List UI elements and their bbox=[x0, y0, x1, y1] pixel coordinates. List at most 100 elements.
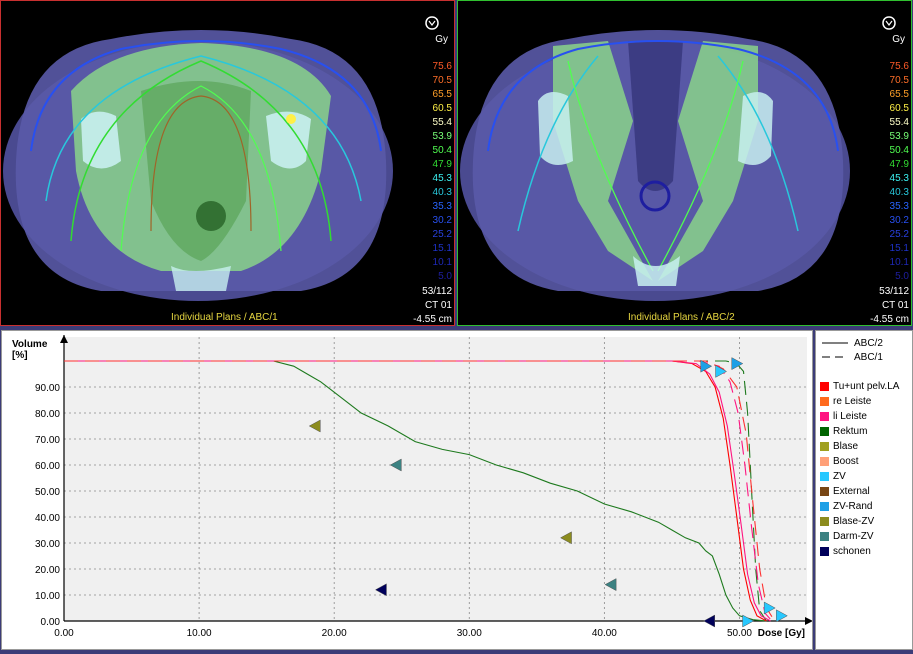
isodose-level: 40.3 bbox=[889, 187, 909, 198]
legend-plan-label: ABC/1 bbox=[854, 351, 883, 363]
isodose-level: 30.2 bbox=[889, 215, 909, 226]
dose-marker bbox=[715, 364, 728, 378]
legend-color-swatch bbox=[820, 532, 829, 541]
isodose-level: 35.3 bbox=[432, 201, 452, 212]
ct-dose-overlay bbox=[460, 30, 850, 301]
legend-structure-label: Darm-ZV bbox=[833, 531, 874, 542]
legend-structure-label: li Leiste bbox=[833, 411, 867, 422]
dose-marker bbox=[703, 614, 715, 628]
legend-plan-entry[interactable]: ABC/1 bbox=[820, 351, 883, 363]
dvh-chart[interactable]: 0.00 10.00 20.00 30.00 40.00 50.00 0.00 10.00 20… bbox=[2, 331, 813, 649]
dvh-curve bbox=[64, 360, 776, 622]
isodose-level: 53.9 bbox=[432, 131, 452, 142]
dose-marker bbox=[731, 357, 744, 371]
legend-structure-entry[interactable]: re Leiste bbox=[820, 395, 871, 408]
isodose-level: 53.9 bbox=[889, 131, 909, 142]
isodose-level: 25.2 bbox=[889, 229, 909, 240]
plan-label: Individual Plans / ABC/1 bbox=[171, 312, 278, 323]
y-tick-label: 40.00 bbox=[35, 513, 60, 524]
patient-orientation-icon[interactable] bbox=[881, 15, 897, 31]
isodose-level: 35.3 bbox=[889, 201, 909, 212]
isodose-level: 50.4 bbox=[889, 145, 909, 156]
legend-structure-label: re Leiste bbox=[833, 396, 872, 407]
slice-position: -4.55 cm bbox=[413, 314, 452, 325]
legend-plan-entry[interactable]: ABC/2 bbox=[820, 337, 883, 349]
x-axis-arrow bbox=[805, 617, 813, 625]
legend-color-swatch bbox=[820, 472, 829, 481]
isodose-level: 15.1 bbox=[889, 243, 909, 254]
isodose-level: 5.0 bbox=[895, 271, 909, 282]
legend-structure-entry[interactable]: External bbox=[820, 485, 870, 498]
x-axis-label: Dose [Gy] bbox=[758, 628, 805, 639]
y-tick-label: 70.00 bbox=[35, 435, 60, 446]
dose-view-plan-abc1[interactable]: Gy 75.6 70.5 65.5 60.5 55.4 53.9 50.4 47.9 45.3 4… bbox=[0, 0, 455, 326]
dose-view-plan-abc2[interactable]: Gy 75.6 70.5 65.5 60.5 55.4 53.9 50.4 47.9 45.3 4… bbox=[457, 0, 912, 326]
isodose-level: 45.3 bbox=[889, 173, 909, 184]
legend-structure-entry[interactable]: ZV-Rand bbox=[820, 500, 872, 513]
legend-structure-entry[interactable]: Tu+unt pelv.LA bbox=[820, 380, 899, 393]
legend-color-swatch bbox=[820, 397, 829, 406]
isodose-level: 70.5 bbox=[889, 75, 909, 86]
y-tick-label: 10.00 bbox=[35, 591, 60, 602]
isodose-level: 40.3 bbox=[432, 187, 452, 198]
legend-color-swatch bbox=[820, 427, 829, 436]
dvh-curve bbox=[64, 360, 773, 622]
slice-number: 53/112 bbox=[879, 286, 909, 297]
ct-dose-overlay bbox=[3, 30, 393, 301]
legend-structure-entry[interactable]: Blase-ZV bbox=[820, 515, 874, 528]
legend-color-swatch bbox=[820, 457, 829, 466]
legend-structure-entry[interactable]: ZV bbox=[820, 470, 846, 483]
y-tick-label: 30.00 bbox=[35, 539, 60, 550]
isodose-level: 65.5 bbox=[889, 89, 909, 100]
y-axis-unit: [%] bbox=[12, 350, 28, 361]
legend-structure-entry[interactable]: schonen bbox=[820, 545, 871, 558]
legend-structure-label: Blase bbox=[833, 441, 859, 452]
legend-structure-label: ZV-Rand bbox=[833, 501, 873, 512]
legend-color-swatch bbox=[820, 487, 829, 496]
dvh-curve bbox=[64, 360, 771, 622]
y-tick-label: 0.00 bbox=[41, 617, 61, 628]
isodose-level: 75.6 bbox=[889, 61, 909, 72]
legend-structure-label: ZV bbox=[833, 471, 846, 482]
legend-structure-label: Tu+unt pelv.LA bbox=[833, 381, 900, 392]
legend-color-swatch bbox=[820, 382, 829, 391]
legend-color-swatch bbox=[820, 517, 829, 526]
dose-marker bbox=[776, 609, 788, 623]
dose-unit-label: Gy bbox=[435, 34, 448, 45]
dose-marker bbox=[560, 531, 572, 545]
isodose-level: 5.0 bbox=[438, 271, 452, 282]
legend-structure-entry[interactable]: li Leiste bbox=[820, 410, 867, 423]
legend-structure-label: Blase-ZV bbox=[833, 516, 875, 527]
legend-plan-label: ABC/2 bbox=[854, 337, 883, 349]
x-tick-label: 10.00 bbox=[187, 628, 212, 639]
isodose-level: 55.4 bbox=[432, 117, 452, 128]
legend-structure-entry[interactable]: Darm-ZV bbox=[820, 530, 874, 543]
dose-marker bbox=[604, 578, 617, 592]
legend-structure-entry[interactable]: Blase bbox=[820, 440, 858, 453]
x-tick-label: 50.00 bbox=[727, 628, 752, 639]
y-tick-label: 20.00 bbox=[35, 565, 60, 576]
dvh-chart-panel[interactable]: 0.00 10.00 20.00 30.00 40.00 50.00 0.00 10.00 20… bbox=[1, 330, 813, 650]
isodose-level: 75.6 bbox=[432, 61, 452, 72]
isodose-level: 60.5 bbox=[432, 103, 452, 114]
legend-color-swatch bbox=[820, 442, 829, 451]
legend-structure-label: External bbox=[833, 486, 870, 497]
dose-marker bbox=[308, 419, 321, 433]
dose-marker bbox=[389, 458, 402, 472]
legend-structure-label: Rektum bbox=[833, 426, 868, 437]
dose-marker bbox=[700, 359, 713, 373]
y-tick-label: 90.00 bbox=[35, 383, 60, 394]
legend-structure-entry[interactable]: Boost bbox=[820, 455, 859, 468]
isodose-level: 50.4 bbox=[432, 145, 452, 156]
y-tick-label: 60.00 bbox=[35, 461, 60, 472]
legend-structure-entry[interactable]: Rektum bbox=[820, 425, 867, 438]
patient-orientation-icon[interactable] bbox=[424, 15, 440, 31]
isodose-level: 70.5 bbox=[432, 75, 452, 86]
isodose-level: 47.9 bbox=[432, 159, 452, 170]
slice-position: -4.55 cm bbox=[870, 314, 909, 325]
legend-color-swatch bbox=[820, 547, 829, 556]
x-tick-label: 40.00 bbox=[592, 628, 617, 639]
x-tick-label: 30.00 bbox=[457, 628, 482, 639]
legend-color-swatch bbox=[820, 502, 829, 511]
x-tick-label: 20.00 bbox=[322, 628, 347, 639]
